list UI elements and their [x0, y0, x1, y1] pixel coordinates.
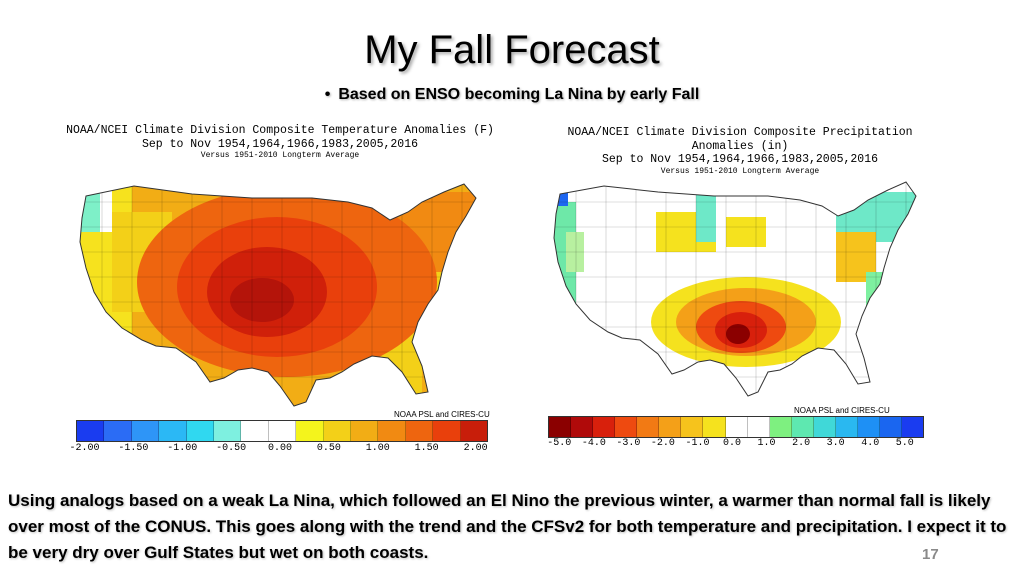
precipitation-colorbar — [548, 416, 924, 438]
colorbar-swatch — [835, 417, 858, 437]
colorbar-tick-label: -4.0 — [581, 438, 606, 449]
colorbar-tick-label: 2.00 — [463, 443, 488, 454]
colorbar-swatch — [681, 417, 704, 437]
colorbar-tick-label: -5.0 — [547, 438, 572, 449]
forecast-summary: Using analogs based on a weak La Nina, w… — [8, 491, 1007, 562]
colorbar-swatch — [902, 417, 924, 437]
colorbar-tick-label: 4.0 — [861, 438, 880, 449]
colorbar-tick-label: -1.00 — [167, 443, 198, 454]
precipitation-anomaly-map — [553, 181, 917, 397]
temperature-panel: NOAA/NCEI Climate Division Composite Tem… — [60, 124, 500, 464]
colorbar-tick-label: 2.0 — [792, 438, 811, 449]
colorbar-swatch — [460, 421, 488, 441]
colorbar-swatch — [296, 421, 324, 441]
colorbar-tick-label: -1.0 — [685, 438, 710, 449]
colorbar-tick-label: -2.00 — [69, 443, 100, 454]
temperature-heading-title: NOAA/NCEI Climate Division Composite Tem… — [66, 124, 494, 137]
temperature-anomaly-map — [79, 183, 477, 407]
colorbar-tick-label: -0.50 — [216, 443, 247, 454]
colorbar-swatch — [769, 417, 792, 437]
precipitation-map-credit: NOAA PSL and CIRES-CU — [794, 406, 890, 415]
colorbar-swatch — [351, 421, 379, 441]
bullet-point: • Based on ENSO becoming La Nina by early… — [0, 86, 1024, 104]
colorbar-swatch — [433, 421, 461, 441]
colorbar-swatch — [159, 421, 187, 441]
colorbar-swatch — [241, 421, 269, 441]
colorbar-tick-label: 0.50 — [316, 443, 341, 454]
colorbar-swatch — [131, 421, 160, 441]
slide-number: 17 — [922, 546, 939, 563]
precipitation-heading-period: Sep to Nov 1954,1964,1966,1983,2005,2016 — [601, 153, 879, 167]
colorbar-swatch — [593, 417, 616, 437]
colorbar-swatch — [214, 421, 242, 441]
colorbar-swatch — [879, 417, 902, 437]
precipitation-colorbar-ticks: -5.0 -4.0 -3.0 -2.0 -1.0 0.0 1.0 2.0 3.0 4.0 5.0 — [542, 438, 922, 449]
colorbar-swatch — [725, 417, 748, 437]
colorbar-swatch — [857, 417, 880, 437]
colorbar-tick-label: -1.50 — [118, 443, 149, 454]
colorbar-tick-label: -3.0 — [616, 438, 641, 449]
colorbar-tick-label: 5.0 — [895, 438, 914, 449]
colorbar-swatch — [378, 421, 406, 441]
colorbar-tick-label: 1.50 — [414, 443, 439, 454]
slide-title: My Fall Forecast — [364, 28, 660, 72]
colorbar-swatch — [813, 417, 836, 437]
colorbar-swatch — [659, 417, 682, 437]
precipitation-heading-baseline: Versus 1951-2010 Longterm Average — [660, 166, 820, 176]
colorbar-tick-label: 1.00 — [365, 443, 390, 454]
temperature-map-heading: NOAA/NCEI Climate Division Composite Tem… — [60, 124, 500, 161]
colorbar-swatch — [405, 421, 434, 441]
colorbar-swatch — [186, 421, 215, 441]
temperature-colorbar-ticks: -2.00 -1.50 -1.00 -0.50 0.00 0.50 1.00 1.50 2.00 — [60, 443, 500, 454]
precipitation-map-heading: NOAA/NCEI Climate Division Composite Pre… — [540, 126, 940, 176]
colorbar-swatch — [791, 417, 814, 437]
colorbar-swatch — [104, 421, 132, 441]
colorbar-tick-label: -2.0 — [650, 438, 675, 449]
temperature-colorbar — [76, 420, 488, 442]
colorbar-tick-label: 1.0 — [757, 438, 776, 449]
temperature-map-credit: NOAA PSL and CIRES-CU — [394, 410, 490, 419]
colorbar-tick-label: 0.00 — [268, 443, 293, 454]
colorbar-swatch — [77, 421, 105, 441]
bullet-text: Based on ENSO becoming La Nina by early … — [338, 86, 700, 103]
precipitation-panel: NOAA/NCEI Climate Division Composite Pre… — [540, 126, 940, 466]
colorbar-tick-label: 3.0 — [826, 438, 845, 449]
colorbar-swatch — [637, 417, 660, 437]
temperature-heading-period: Sep to Nov 1954,1964,1966,1983,2005,2016 — [141, 137, 419, 151]
colorbar-swatch — [615, 417, 638, 437]
colorbar-swatch — [549, 417, 572, 437]
bullet-icon: • — [324, 86, 331, 103]
colorbar-swatch — [268, 421, 297, 441]
colorbar-swatch — [747, 417, 770, 437]
colorbar-swatch — [571, 417, 594, 437]
colorbar-swatch — [323, 421, 352, 441]
colorbar-tick-label: 0.0 — [723, 438, 742, 449]
precipitation-heading-title: NOAA/NCEI Climate Division Composite Pre… — [567, 126, 913, 153]
temperature-heading-baseline: Versus 1951-2010 Longterm Average — [200, 151, 360, 161]
colorbar-swatch — [703, 417, 726, 437]
